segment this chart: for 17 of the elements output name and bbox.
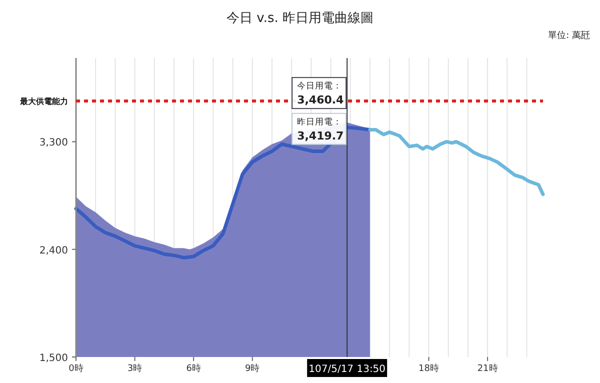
ref-line-label: 最大供電能力 xyxy=(19,97,68,106)
text: 107/5/17 13:50 xyxy=(308,364,386,375)
x-tick-label: 21時 xyxy=(477,363,498,374)
chart-title: 今日 v.s. 昨日用電曲線圖 xyxy=(226,11,374,26)
line-series xyxy=(368,128,545,196)
y-tick-label: 1,500 xyxy=(39,353,68,364)
line-series xyxy=(74,126,372,260)
y-tick-label: 2,400 xyxy=(39,245,68,256)
x-tick-label: 9時 xyxy=(245,363,260,374)
annotation: 昨日用電： 3,419.7 xyxy=(297,116,344,142)
text: 單位: 萬瓩 xyxy=(548,30,590,41)
x-tick-label: 3時 xyxy=(127,363,142,374)
x-tick-label: 18時 xyxy=(418,363,439,374)
annotation: 今日用電： 3,460.4 xyxy=(297,80,344,107)
y-tick-label: 3,300 xyxy=(39,138,68,149)
x-tick-label: 6時 xyxy=(186,363,201,374)
x-tick-label: 0時 xyxy=(68,363,84,374)
